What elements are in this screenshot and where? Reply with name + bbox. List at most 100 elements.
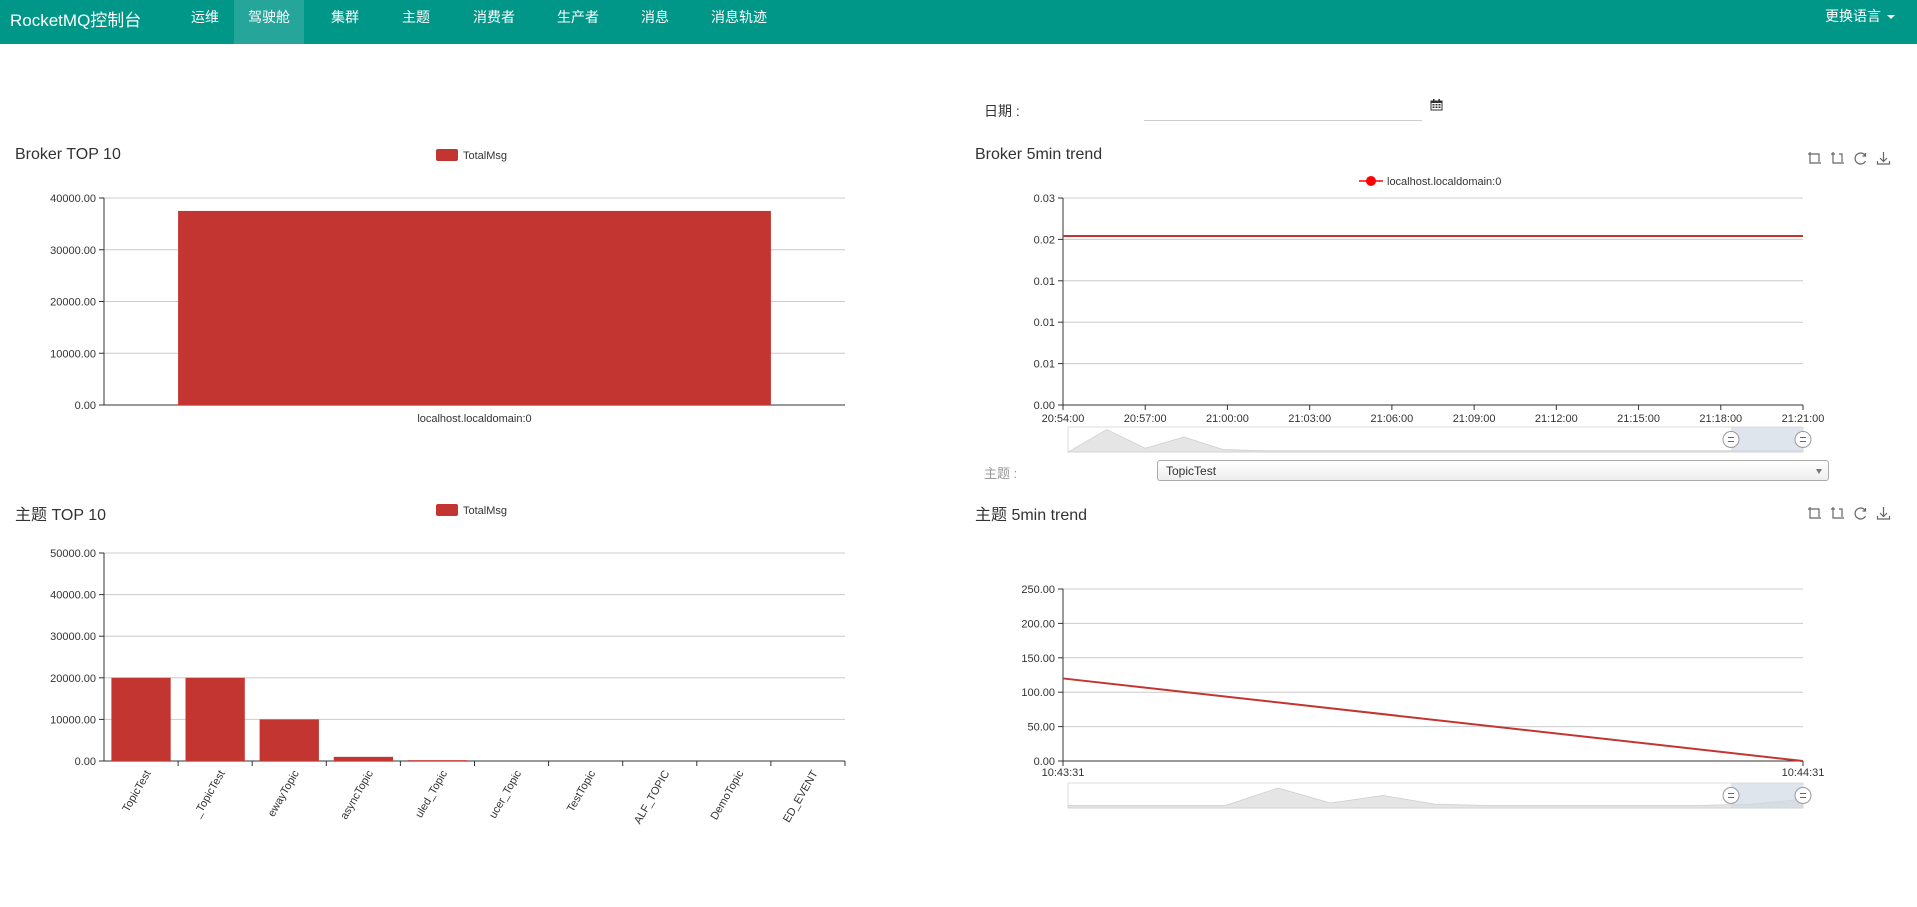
broker-trend-ytick-label: 0.00 <box>1034 400 1055 412</box>
broker-trend-ytick-label: 0.01 <box>1034 317 1055 329</box>
topic-top10-bar <box>407 760 468 761</box>
broker-trend-chart: localhost.localdomain:0 0.00 0.01 0.01 0.01 0… <box>1034 176 1825 453</box>
topic-trend-series-line <box>1062 677 1804 762</box>
topic-trend-ytick-label: 150.00 <box>1021 653 1055 665</box>
broker-trend-ytick-label: 0.01 <box>1034 359 1055 371</box>
zoom-reset-icon[interactable] <box>1830 151 1845 166</box>
broker-trend-datazoom-preview <box>1066 429 1804 453</box>
broker-trend-xtick-label: 21:00:00 <box>1206 413 1249 425</box>
topic-top10-bar <box>111 677 171 761</box>
topic-trend-ytick-label: 250.00 <box>1021 584 1055 596</box>
topic-top10-xtick-label: asyncTopic <box>338 768 376 822</box>
topic-top10-xtick-label: ewayTopic <box>266 768 302 819</box>
broker-trend-datazoom-handle <box>1794 431 1812 448</box>
topic-top10-bar <box>185 677 245 761</box>
topic-trend-xtick-label: 10:44:31 <box>1782 767 1825 779</box>
download-icon[interactable] <box>1876 506 1891 521</box>
topic-trend-ytick-label: 100.00 <box>1021 687 1055 699</box>
broker-trend-ytick-label: 0.03 <box>1034 193 1055 205</box>
nav-item-consumer[interactable]: 消费者 <box>473 9 515 25</box>
topic-top10-legend-swatch <box>436 504 458 516</box>
broker-trend-legend-label: localhost.localdomain:0 <box>1387 176 1501 188</box>
topic-top10-xtick-label: TopicTest <box>120 769 153 815</box>
topic-top10-bar <box>259 719 319 761</box>
topic-trend-chart: 0.00 50.00 100.00 150.00 200.00 250.00 10:43:3… <box>1021 584 1825 809</box>
topic-top10-ytick-label: 10000.00 <box>50 714 96 726</box>
broker-trend-xtick-label: 21:12:00 <box>1535 413 1578 425</box>
broker-top10-ytick-label: 30000.00 <box>50 245 96 257</box>
broker-trend-xtick-label: 21:18:00 <box>1699 413 1742 425</box>
broker-top10-title: Broker TOP 10 <box>15 146 121 163</box>
broker-trend-xtick-label: 21:09:00 <box>1453 413 1496 425</box>
topic-trend-datazoom-handle <box>1722 787 1740 804</box>
topic-top10-xtick-label: DemoTopic <box>709 768 747 822</box>
topic-trend-datazoom-handle <box>1794 787 1812 804</box>
topic-top10-ytick-label: 30000.00 <box>50 631 96 643</box>
topic-top10-ytick-label: 50000.00 <box>50 548 96 560</box>
date-label: 日期 : <box>984 103 1020 119</box>
language-dropdown[interactable]: 更换语言 <box>1825 6 1895 26</box>
broker-trend-xtick-label: 20:54:00 <box>1042 413 1085 425</box>
broker-top10-ytick-label: 0.00 <box>75 400 96 412</box>
language-label: 更换语言 <box>1825 8 1881 24</box>
zoom-icon[interactable] <box>1807 151 1822 166</box>
chevron-down-icon <box>1816 469 1822 474</box>
broker-top10-xtick-label: localhost.localdomain:0 <box>417 413 531 425</box>
topic-select-value: TopicTest <box>1166 464 1217 478</box>
broker-top10-bar <box>178 210 771 405</box>
broker-trend-xtick-label: 20:57:00 <box>1124 413 1167 425</box>
topic-trend-title: 主题 5min trend <box>975 507 1088 524</box>
broker-trend-ytick-label: 0.01 <box>1034 276 1055 288</box>
brand-logo[interactable]: RocketMQ控制台 <box>10 11 142 30</box>
nav-item-dashboard[interactable]: 驾驶舱 <box>234 0 304 44</box>
broker-trend-xtick-label: 21:21:00 <box>1782 413 1825 425</box>
nav-item-message[interactable]: 消息 <box>641 9 669 25</box>
broker-top10-ytick-label: 10000.00 <box>50 348 96 360</box>
topic-top10-xtick-label: _TopicTest <box>191 769 228 821</box>
broker-trend-ytick-label: 0.02 <box>1034 234 1055 246</box>
nav-item-producer[interactable]: 生产者 <box>557 9 599 25</box>
topic-top10-ytick-label: 20000.00 <box>50 673 96 685</box>
caret-down-icon <box>1887 15 1895 20</box>
nav-item-ops[interactable]: 运维 <box>191 9 219 25</box>
calendar-icon[interactable] <box>1430 99 1443 111</box>
nav-item-cluster[interactable]: 集群 <box>331 9 359 25</box>
restore-icon[interactable] <box>1853 506 1868 521</box>
topic-trend-xtick-label: 10:43:31 <box>1042 767 1085 779</box>
broker-trend-toolbox <box>1807 151 1891 166</box>
download-icon[interactable] <box>1876 151 1891 166</box>
date-input[interactable] <box>1144 94 1422 121</box>
topic-trend-ytick-label: 200.00 <box>1021 618 1055 630</box>
broker-trend-datazoom-handle <box>1722 431 1740 448</box>
topic-top10-chart: TotalMsg 0.00 10000.00 20000.00 30000.00 4000… <box>50 504 846 826</box>
topic-top10-ytick-label: 40000.00 <box>50 590 96 602</box>
top-navbar: RocketMQ控制台 运维 驾驶舱 集群 主题 消费者 生产者 消息 消息轨迹… <box>0 0 1917 44</box>
broker-top10-ytick-label: 40000.00 <box>50 193 96 205</box>
broker-top10-legend-label: TotalMsg <box>463 150 507 162</box>
topic-select[interactable]: TopicTest <box>1157 460 1829 481</box>
broker-trend-xtick-label: 21:15:00 <box>1617 413 1660 425</box>
topic-top10-ytick-label: 0.00 <box>75 756 96 768</box>
broker-top10-chart: TotalMsg 0.00 10000.00 20000.00 30000.00 4000… <box>50 149 845 425</box>
broker-trend-legend-marker <box>1366 176 1376 186</box>
topic-top10-xtick-label: ED_EVENT <box>781 768 821 825</box>
topic-trend-ytick-label: 50.00 <box>1027 722 1055 734</box>
topic-top10-title: 主题 TOP 10 <box>15 507 107 524</box>
restore-icon[interactable] <box>1853 151 1868 166</box>
topic-trend-datazoom-preview <box>1067 787 1804 809</box>
topic-top10-xtick-label: uled_Topic <box>413 768 450 820</box>
broker-trend-title: Broker 5min trend <box>975 146 1103 163</box>
topic-trend-ytick-label: 0.00 <box>1034 756 1055 768</box>
broker-top10-legend-swatch <box>436 149 458 161</box>
zoom-reset-icon[interactable] <box>1830 506 1845 521</box>
zoom-icon[interactable] <box>1807 506 1822 521</box>
nav-item-message-trace[interactable]: 消息轨迹 <box>711 9 767 25</box>
topic-trend-toolbox <box>1807 506 1891 521</box>
topic-trend-datazoom-window <box>1731 783 1803 808</box>
nav-item-topic[interactable]: 主题 <box>402 9 430 25</box>
broker-trend-xtick-label: 21:06:00 <box>1370 413 1413 425</box>
topic-top10-xtick-label: ALF_TOPIC <box>632 768 672 826</box>
topic-top10-bar <box>333 756 393 761</box>
topic-label: 主题 : <box>984 466 1018 481</box>
topic-top10-xtick-label: TestTopic <box>565 768 599 814</box>
